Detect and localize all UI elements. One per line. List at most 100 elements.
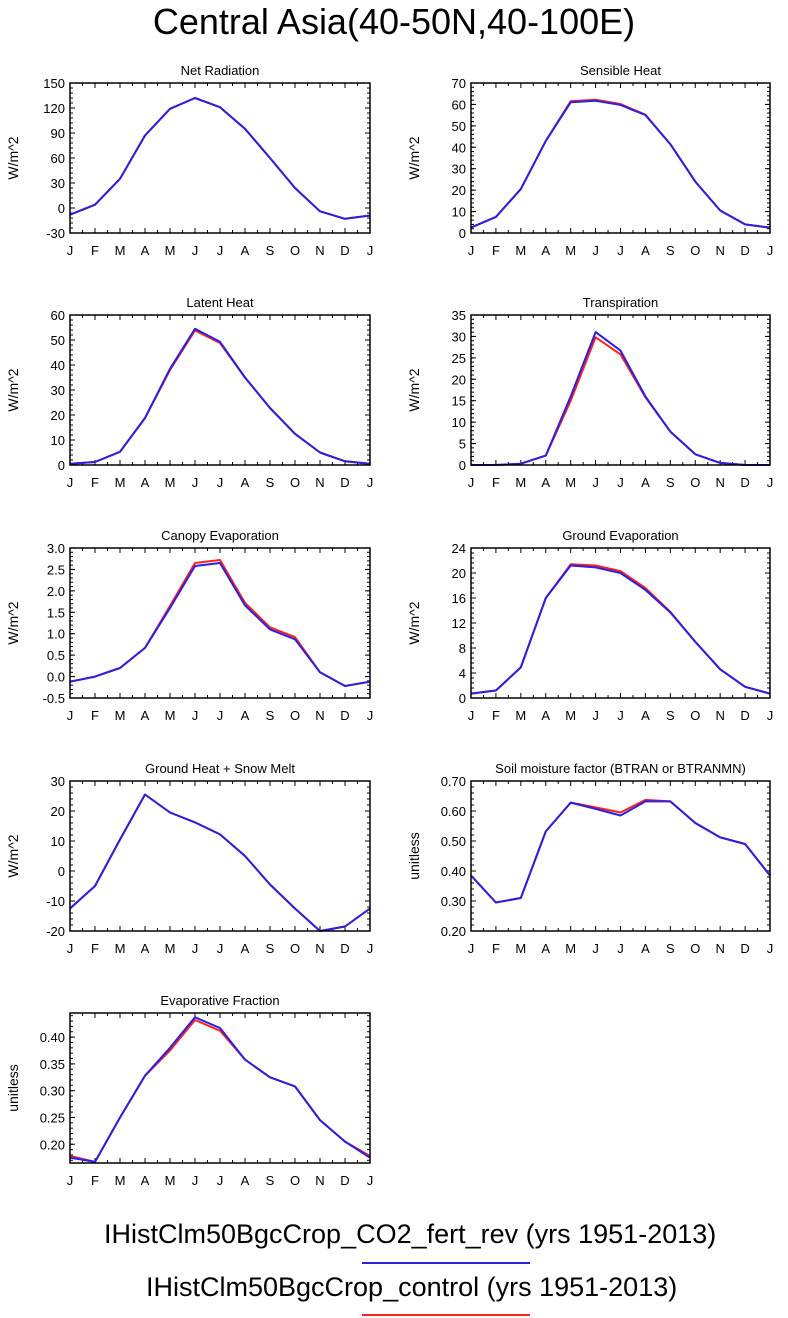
x-tick-label: D [740, 941, 749, 956]
x-tick-label: J [367, 941, 374, 956]
x-tick-label: J [217, 1173, 224, 1188]
x-tick-label: M [515, 243, 526, 258]
x-tick-label: J [592, 941, 599, 956]
y-tick-label: 0.20 [40, 1137, 65, 1152]
x-tick-label: N [715, 243, 724, 258]
y-axis-label: W/m^2 [5, 136, 21, 179]
y-tick-label: 0.40 [40, 1030, 65, 1045]
y-axis-label: W/m^2 [5, 368, 21, 411]
x-tick-label: F [492, 708, 500, 723]
plot-frame-latent-heat [69, 314, 371, 466]
x-tick-label: S [266, 1173, 275, 1188]
x-tick-label: D [340, 475, 349, 490]
x-tick-label: J [617, 475, 624, 490]
y-tick-label: 2.0 [47, 584, 65, 599]
chart-title-canopy-evaporation: Canopy Evaporation [161, 528, 279, 543]
series-line-co2-fert-rev [470, 800, 771, 904]
x-tick-label: S [666, 708, 675, 723]
y-tick-label: 0.0 [47, 670, 65, 685]
y-tick-label: -0.5 [43, 691, 65, 706]
x-tick-label: M [115, 1173, 126, 1188]
x-tick-label: O [290, 243, 300, 258]
x-tick-label: J [67, 475, 74, 490]
x-tick-label: F [492, 475, 500, 490]
x-tick-label: J [617, 941, 624, 956]
y-axis-label: unitless [5, 1064, 21, 1111]
x-tick-label: J [468, 475, 475, 490]
x-tick-label: J [367, 475, 374, 490]
x-tick-label: N [315, 243, 324, 258]
x-tick-label: D [340, 941, 349, 956]
x-tick-label: A [141, 243, 150, 258]
x-tick-label: D [340, 1173, 349, 1188]
x-tick-label: A [541, 708, 550, 723]
x-tick-label: M [515, 941, 526, 956]
x-tick-label: A [641, 941, 650, 956]
x-tick-label: J [67, 941, 74, 956]
y-axis-label: W/m^2 [406, 368, 422, 411]
y-tick-label: 60 [452, 97, 466, 112]
y-tick-label: 70 [452, 76, 466, 91]
series-line-co2-fert-rev [69, 1016, 371, 1163]
x-tick-label: M [165, 1173, 176, 1188]
series-line-control [69, 329, 371, 465]
x-tick-label: J [367, 243, 374, 258]
x-tick-label: S [266, 708, 275, 723]
chart-title-ground-heat-snow-melt: Ground Heat + Snow Melt [145, 761, 295, 776]
y-tick-label: 10 [51, 433, 65, 448]
y-tick-label: 10 [452, 205, 466, 220]
x-tick-label: D [740, 475, 749, 490]
y-tick-label: 3.0 [47, 541, 65, 556]
x-tick-label: J [192, 708, 199, 723]
y-axis-label: unitless [406, 832, 422, 879]
y-tick-label: 35 [452, 308, 466, 323]
y-tick-label: 1.0 [47, 627, 65, 642]
x-tick-label: A [241, 941, 250, 956]
x-tick-label: J [767, 941, 774, 956]
x-tick-label: J [67, 1173, 74, 1188]
y-axis-label: W/m^2 [406, 136, 422, 179]
y-tick-label: 150 [43, 76, 65, 91]
x-tick-label: M [565, 708, 576, 723]
x-tick-label: J [192, 243, 199, 258]
y-tick-label: 30 [452, 162, 466, 177]
x-tick-label: O [290, 708, 300, 723]
x-tick-label: J [592, 708, 599, 723]
legend-swatch-co2-fert-rev [362, 1262, 530, 1264]
y-tick-label: 20 [51, 408, 65, 423]
x-tick-label: J [617, 243, 624, 258]
y-tick-label: 0.30 [441, 894, 466, 909]
x-tick-label: M [515, 708, 526, 723]
x-tick-label: J [217, 243, 224, 258]
x-tick-label: M [115, 708, 126, 723]
x-tick-label: J [592, 243, 599, 258]
y-tick-label: 24 [452, 541, 466, 556]
y-tick-label: 0.20 [441, 924, 466, 939]
series-line-control [470, 98, 771, 229]
series-line-co2-fert-rev [69, 793, 371, 932]
y-tick-label: 40 [452, 140, 466, 155]
x-tick-label: O [290, 1173, 300, 1188]
chart-title-transpiration: Transpiration [583, 295, 658, 310]
series-line-co2-fert-rev [69, 327, 371, 465]
plot-frame-evaporative-fraction [69, 1012, 371, 1164]
y-tick-label: 10 [51, 834, 65, 849]
y-tick-label: 0.70 [441, 774, 466, 789]
x-tick-label: A [241, 708, 250, 723]
x-tick-label: J [192, 941, 199, 956]
x-tick-label: A [241, 475, 250, 490]
x-tick-label: N [315, 1173, 324, 1188]
y-tick-label: 20 [452, 566, 466, 581]
y-tick-label: 20 [452, 183, 466, 198]
y-tick-label: 40 [51, 358, 65, 373]
x-tick-label: F [492, 941, 500, 956]
y-tick-label: -30 [46, 226, 65, 241]
x-tick-label: F [492, 243, 500, 258]
x-tick-label: S [266, 243, 275, 258]
plot-frame-sensible-heat [470, 82, 771, 234]
y-axis-label: W/m^2 [5, 834, 21, 877]
x-tick-label: J [192, 1173, 199, 1188]
y-tick-label: 0 [58, 864, 65, 879]
legend-entry-co2-fert-rev: IHistClm50BgcCrop_CO2_fert_rev (yrs 1951… [104, 1219, 717, 1249]
y-tick-label: 25 [452, 351, 466, 366]
